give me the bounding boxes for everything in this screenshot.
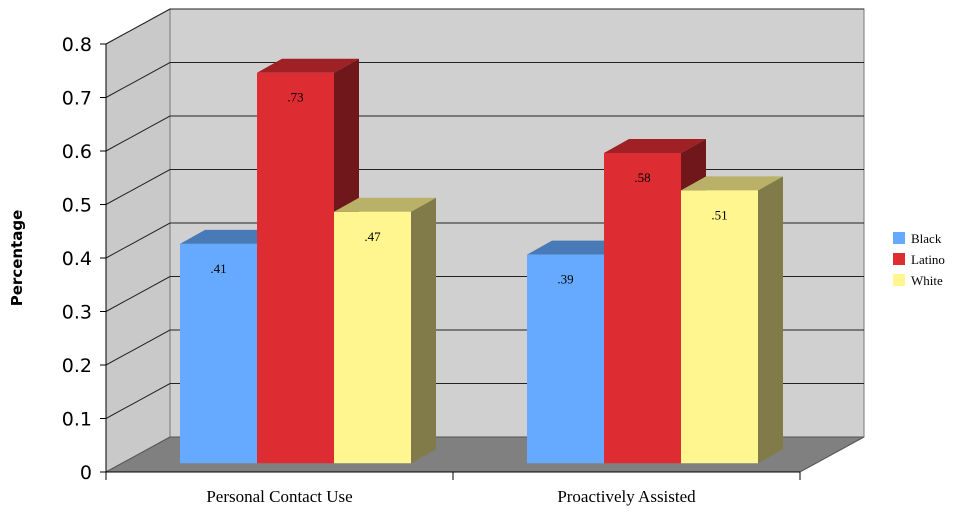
bar-side bbox=[411, 197, 436, 464]
bar-top bbox=[257, 58, 359, 73]
y-tick-label: 0.5 bbox=[62, 195, 92, 217]
bars: .41 .73 .47 .39 .58 .51 bbox=[180, 58, 783, 464]
y-tick-label: 0.1 bbox=[62, 409, 92, 431]
bar-front bbox=[180, 243, 257, 464]
data-label: .47 bbox=[364, 229, 381, 244]
bar-top bbox=[527, 240, 629, 255]
bar-side bbox=[758, 176, 783, 464]
legend-label-black: Black bbox=[911, 231, 942, 246]
axes: 0 0.1 0.2 0.3 0.4 0.5 0.6 0.7 0.8 Personal Contac… bbox=[62, 34, 801, 506]
x-tick-label: Proactively Assisted bbox=[557, 487, 696, 506]
y-tick-label: 0.7 bbox=[62, 88, 92, 110]
y-tick-label: 0.6 bbox=[62, 141, 92, 163]
bar-white-2: .51 bbox=[681, 176, 783, 464]
data-label: .39 bbox=[557, 272, 573, 287]
y-axis-label: Percentage bbox=[8, 210, 26, 307]
x-tick-label: Personal Contact Use bbox=[206, 487, 352, 506]
bar-white-1: .47 bbox=[334, 197, 436, 464]
data-label: .58 bbox=[634, 170, 650, 185]
bar-front bbox=[257, 72, 334, 464]
y-tick-label: 0.4 bbox=[62, 248, 92, 270]
legend: Black Latino White bbox=[893, 231, 945, 288]
data-label: .73 bbox=[287, 90, 303, 105]
legend-swatch-black bbox=[893, 232, 905, 244]
bar-front bbox=[604, 152, 681, 464]
y-tick-label: 0.8 bbox=[62, 34, 92, 56]
bar-front bbox=[527, 254, 604, 464]
bar-front bbox=[681, 190, 758, 464]
bar-top bbox=[681, 176, 783, 191]
gridline bbox=[105, 8, 864, 45]
gridline bbox=[105, 115, 864, 152]
y-tick-label: 0.2 bbox=[62, 355, 92, 377]
bar-top bbox=[180, 229, 282, 244]
legend-label-latino: Latino bbox=[911, 252, 945, 267]
bar-top bbox=[334, 197, 436, 212]
gridline bbox=[105, 62, 864, 98]
bar-top bbox=[604, 138, 706, 153]
legend-swatch-white bbox=[893, 274, 905, 286]
legend-label-white: White bbox=[911, 273, 943, 288]
y-tick-label: 0.3 bbox=[62, 302, 92, 324]
y-tick-label: 0 bbox=[80, 462, 92, 484]
data-label: .51 bbox=[711, 207, 727, 222]
data-label: .41 bbox=[210, 261, 226, 276]
legend-swatch-latino bbox=[893, 253, 905, 265]
bar-front bbox=[334, 211, 411, 464]
